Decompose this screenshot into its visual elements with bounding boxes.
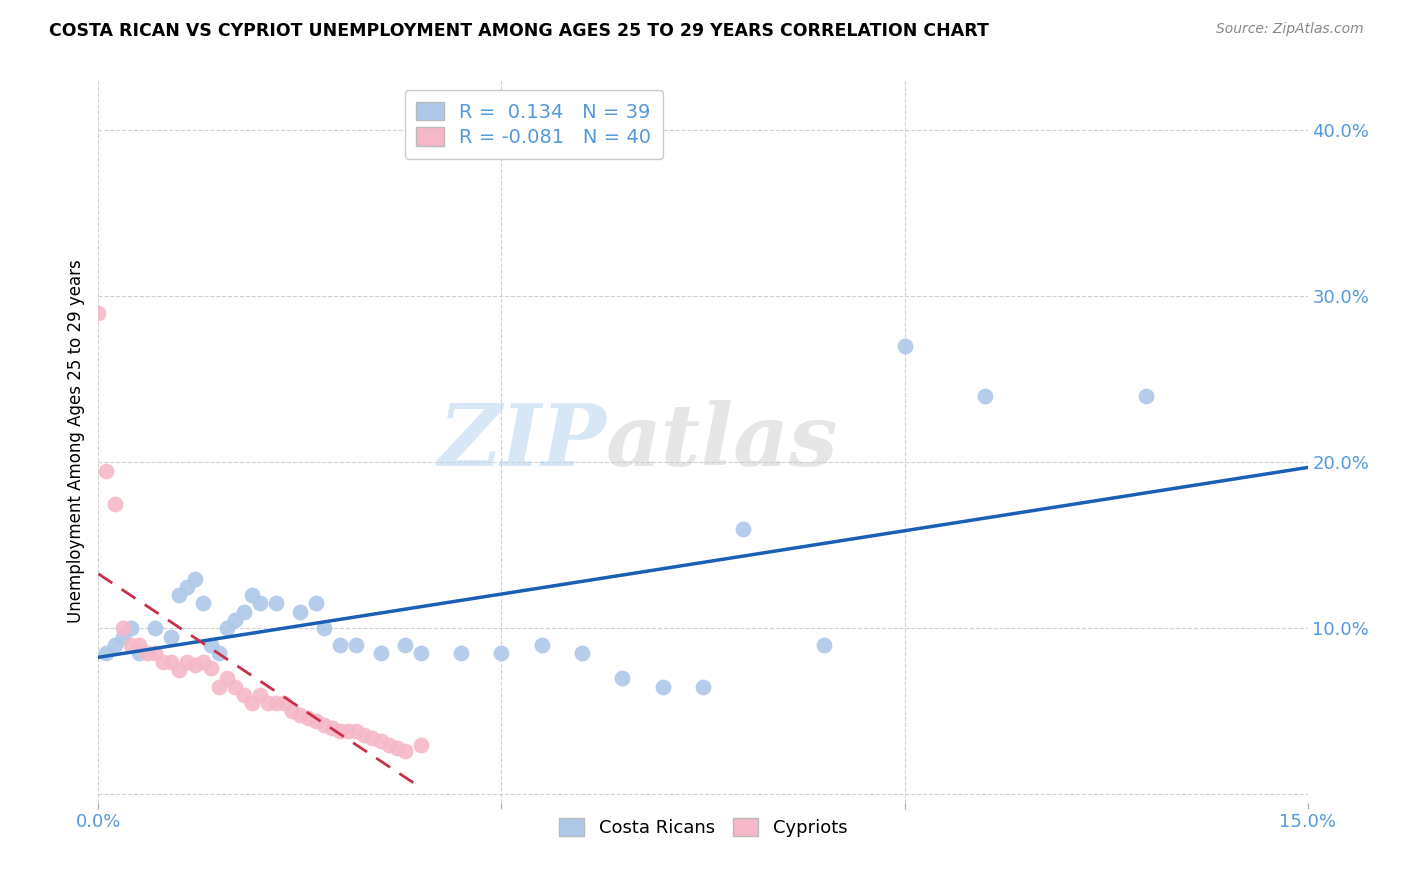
Point [264, 597, 287, 611]
Point [288, 707, 311, 722]
Point [409, 738, 432, 752]
Point [813, 638, 835, 652]
Point [217, 671, 239, 685]
Text: atlas: atlas [606, 400, 839, 483]
Point [321, 721, 343, 735]
Point [120, 621, 142, 635]
Text: Source: ZipAtlas.com: Source: ZipAtlas.com [1216, 22, 1364, 37]
Legend: Costa Ricans, Cypriots: Costa Ricans, Cypriots [551, 811, 855, 845]
Point [184, 657, 207, 672]
Point [167, 663, 190, 677]
Point [377, 738, 399, 752]
Point [491, 646, 513, 660]
Point [385, 741, 408, 756]
Point [111, 630, 134, 644]
Point [530, 638, 553, 652]
Point [111, 621, 134, 635]
Point [344, 638, 367, 652]
Point [232, 605, 254, 619]
Point [240, 696, 263, 710]
Point [273, 696, 295, 710]
Point [264, 696, 287, 710]
Text: COSTA RICAN VS CYPRIOT UNEMPLOYMENT AMONG AGES 25 TO 29 YEARS CORRELATION CHART: COSTA RICAN VS CYPRIOT UNEMPLOYMENT AMON… [49, 22, 988, 40]
Point [409, 646, 432, 660]
Point [96, 646, 118, 660]
Point [370, 646, 392, 660]
Point [167, 588, 190, 602]
Point [232, 688, 254, 702]
Point [288, 605, 311, 619]
Point [135, 646, 157, 660]
Point [733, 522, 755, 536]
Point [305, 714, 328, 729]
Point [184, 572, 207, 586]
Point [160, 655, 183, 669]
Point [361, 731, 384, 745]
Point [394, 638, 416, 652]
Point [176, 655, 198, 669]
Point [297, 711, 319, 725]
Point [120, 638, 142, 652]
Point [1135, 389, 1157, 403]
Point [256, 696, 278, 710]
Point [974, 389, 997, 403]
Point [103, 497, 125, 511]
Point [193, 597, 215, 611]
Point [87, 306, 110, 320]
Point [692, 680, 714, 694]
Point [224, 613, 246, 627]
Point [193, 655, 215, 669]
Point [353, 728, 375, 742]
Point [200, 661, 222, 675]
Point [240, 588, 263, 602]
Point [305, 597, 328, 611]
Point [208, 680, 231, 694]
Point [337, 724, 360, 739]
Point [143, 646, 166, 660]
Point [329, 638, 352, 652]
Point [314, 717, 336, 731]
Point [450, 646, 472, 660]
Point [651, 680, 673, 694]
Point [160, 630, 183, 644]
Point [128, 638, 150, 652]
Point [249, 688, 271, 702]
Y-axis label: Unemployment Among Ages 25 to 29 years: Unemployment Among Ages 25 to 29 years [66, 260, 84, 624]
Point [176, 580, 198, 594]
Point [394, 744, 416, 758]
Point [143, 621, 166, 635]
Point [893, 339, 915, 353]
Point [152, 655, 174, 669]
Point [96, 464, 118, 478]
Point [224, 680, 246, 694]
Point [128, 646, 150, 660]
Point [103, 638, 125, 652]
Text: ZIP: ZIP [439, 400, 606, 483]
Point [281, 705, 304, 719]
Point [217, 621, 239, 635]
Point [249, 597, 271, 611]
Point [329, 724, 352, 739]
Point [200, 638, 222, 652]
Point [314, 621, 336, 635]
Point [571, 646, 593, 660]
Point [370, 734, 392, 748]
Point [612, 671, 634, 685]
Point [344, 724, 367, 739]
Point [208, 646, 231, 660]
